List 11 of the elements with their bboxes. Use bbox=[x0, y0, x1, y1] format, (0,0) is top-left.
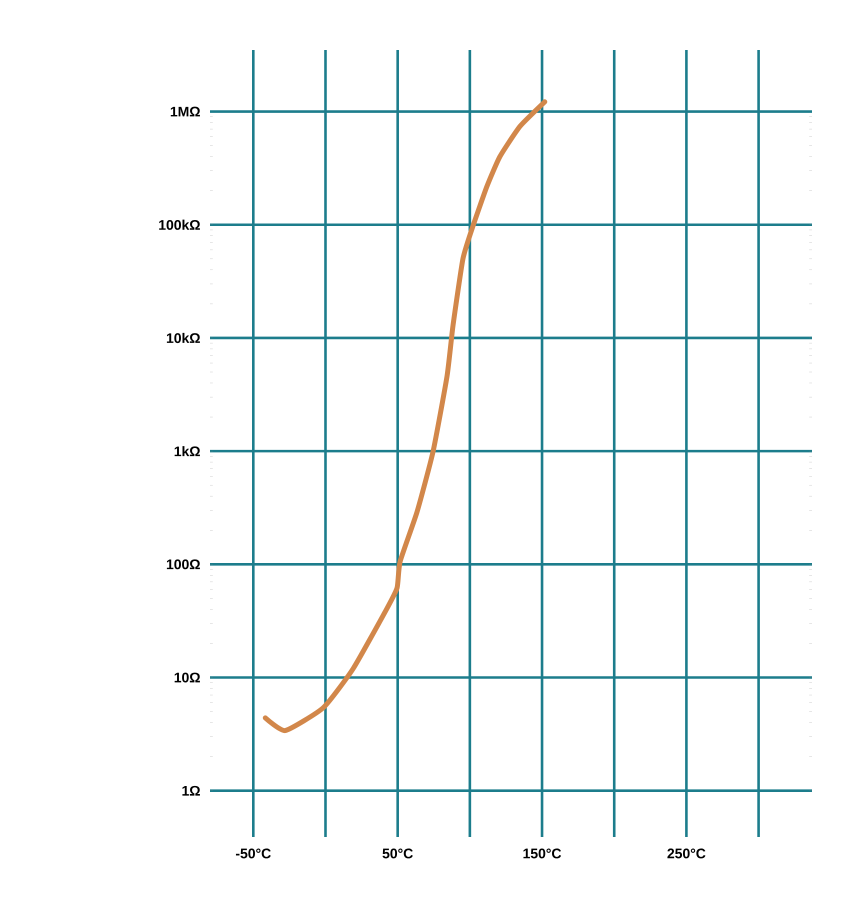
y-tick-label: 1MΩ bbox=[170, 106, 200, 116]
y-tick-label: 100Ω bbox=[166, 559, 200, 570]
y-tick-label: 1kΩ bbox=[174, 446, 200, 456]
y-tick-label: 10Ω bbox=[174, 672, 200, 682]
x-tick-label: 150°C bbox=[523, 848, 562, 858]
y-tick-label: 10kΩ bbox=[166, 332, 200, 344]
x-tick-label: 250°C bbox=[667, 848, 706, 858]
y-tick-label: 1Ω bbox=[182, 786, 200, 796]
x-tick-label: 50°C bbox=[382, 848, 413, 858]
y-tick-label: 100kΩ bbox=[159, 220, 200, 230]
x-tick-label: -50°C bbox=[236, 848, 271, 858]
